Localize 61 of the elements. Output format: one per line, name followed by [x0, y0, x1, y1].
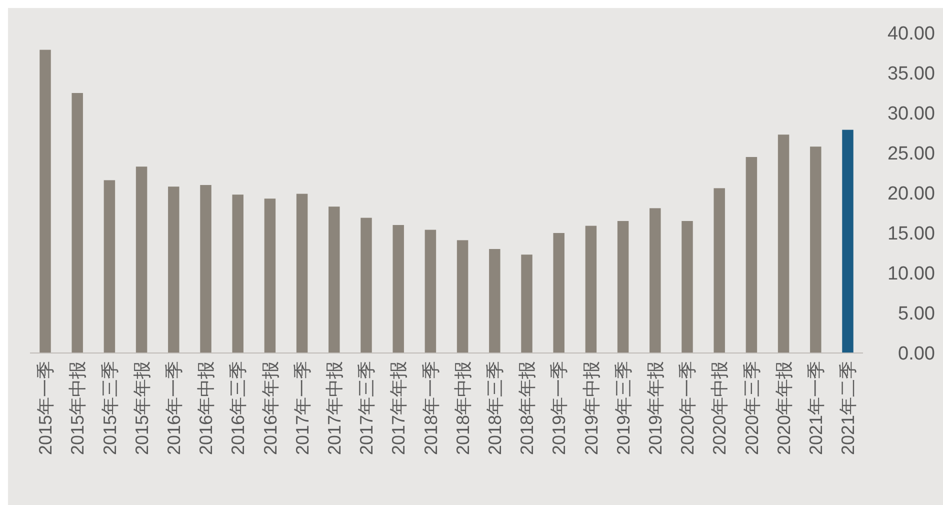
y-tick-label: 15.00 — [887, 224, 935, 245]
x-tick-label: 2017年三季 — [356, 361, 377, 456]
x-tick-label: 2016年年报 — [260, 361, 280, 456]
bar — [650, 208, 661, 353]
x-tick-label: 2017年中报 — [324, 361, 344, 456]
bar — [424, 230, 436, 353]
bar — [72, 93, 83, 353]
bar — [553, 233, 564, 353]
y-tick-label: 20.00 — [887, 184, 935, 205]
bar — [778, 134, 790, 353]
y-tick-label: 30.00 — [887, 104, 935, 125]
bar — [328, 206, 340, 353]
x-tick-label: 2019年三季 — [613, 361, 634, 456]
bar — [392, 225, 404, 353]
y-tick-label: 25.00 — [887, 144, 935, 165]
bar — [842, 130, 854, 353]
bar — [360, 218, 372, 353]
x-tick-label: 2016年中报 — [196, 361, 216, 456]
bar — [200, 185, 212, 353]
x-tick-label: 2017年年报 — [388, 361, 409, 456]
x-tick-label: 2015年年报 — [132, 361, 152, 456]
x-tick-label: 2016年一季 — [164, 361, 184, 456]
bar — [232, 194, 244, 353]
bar — [617, 221, 629, 353]
x-tick-label: 2020年三季 — [742, 361, 762, 456]
bar — [521, 254, 532, 353]
y-tick-label: 35.00 — [887, 64, 935, 85]
x-tick-label: 2018年年报 — [517, 361, 538, 456]
x-tick-label: 2018年中报 — [452, 361, 473, 456]
x-tick-label: 2015年一季 — [36, 361, 56, 456]
bar — [264, 198, 276, 353]
x-tick-label: 2020年一季 — [678, 361, 698, 456]
x-tick-label: 2019年中报 — [581, 361, 602, 456]
bar — [489, 249, 500, 353]
y-tick-label: 10.00 — [887, 264, 935, 285]
bar — [40, 50, 51, 353]
bar — [746, 157, 758, 353]
x-tick-label: 2021年二季 — [838, 361, 858, 456]
x-tick-label: 2015年三季 — [100, 361, 120, 456]
x-tick-label: 2016年三季 — [228, 361, 248, 456]
bar — [104, 180, 116, 353]
x-tick-label: 2019年一季 — [549, 361, 570, 456]
bar — [296, 194, 308, 353]
y-tick-label: 40.00 — [887, 24, 935, 45]
y-tick-label: 5.00 — [898, 304, 935, 325]
bar — [168, 186, 180, 353]
x-tick-label: 2019年年报 — [645, 361, 666, 456]
y-tick-label: 0.00 — [898, 344, 935, 365]
bar — [456, 240, 468, 353]
x-tick-label: 2017年一季 — [292, 361, 312, 456]
x-tick-label: 2021年一季 — [806, 361, 826, 456]
bar — [136, 166, 148, 353]
bar — [714, 188, 725, 353]
x-tick-label: 2018年一季 — [420, 361, 441, 456]
bar — [585, 226, 597, 353]
x-tick-label: 2020年中报 — [710, 361, 730, 456]
bar — [810, 146, 822, 353]
x-tick-label: 2018年三季 — [484, 361, 505, 456]
x-tick-label: 2020年年报 — [774, 361, 794, 456]
x-tick-label: 2015年中报 — [68, 361, 88, 456]
bar — [682, 221, 693, 353]
